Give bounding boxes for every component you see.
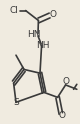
Text: O: O (62, 77, 70, 86)
Text: HN: HN (27, 30, 40, 39)
Text: O: O (49, 10, 56, 19)
Text: NH: NH (36, 41, 50, 50)
Text: O: O (58, 111, 66, 120)
Text: S: S (13, 98, 19, 107)
Text: Cl: Cl (10, 6, 19, 15)
